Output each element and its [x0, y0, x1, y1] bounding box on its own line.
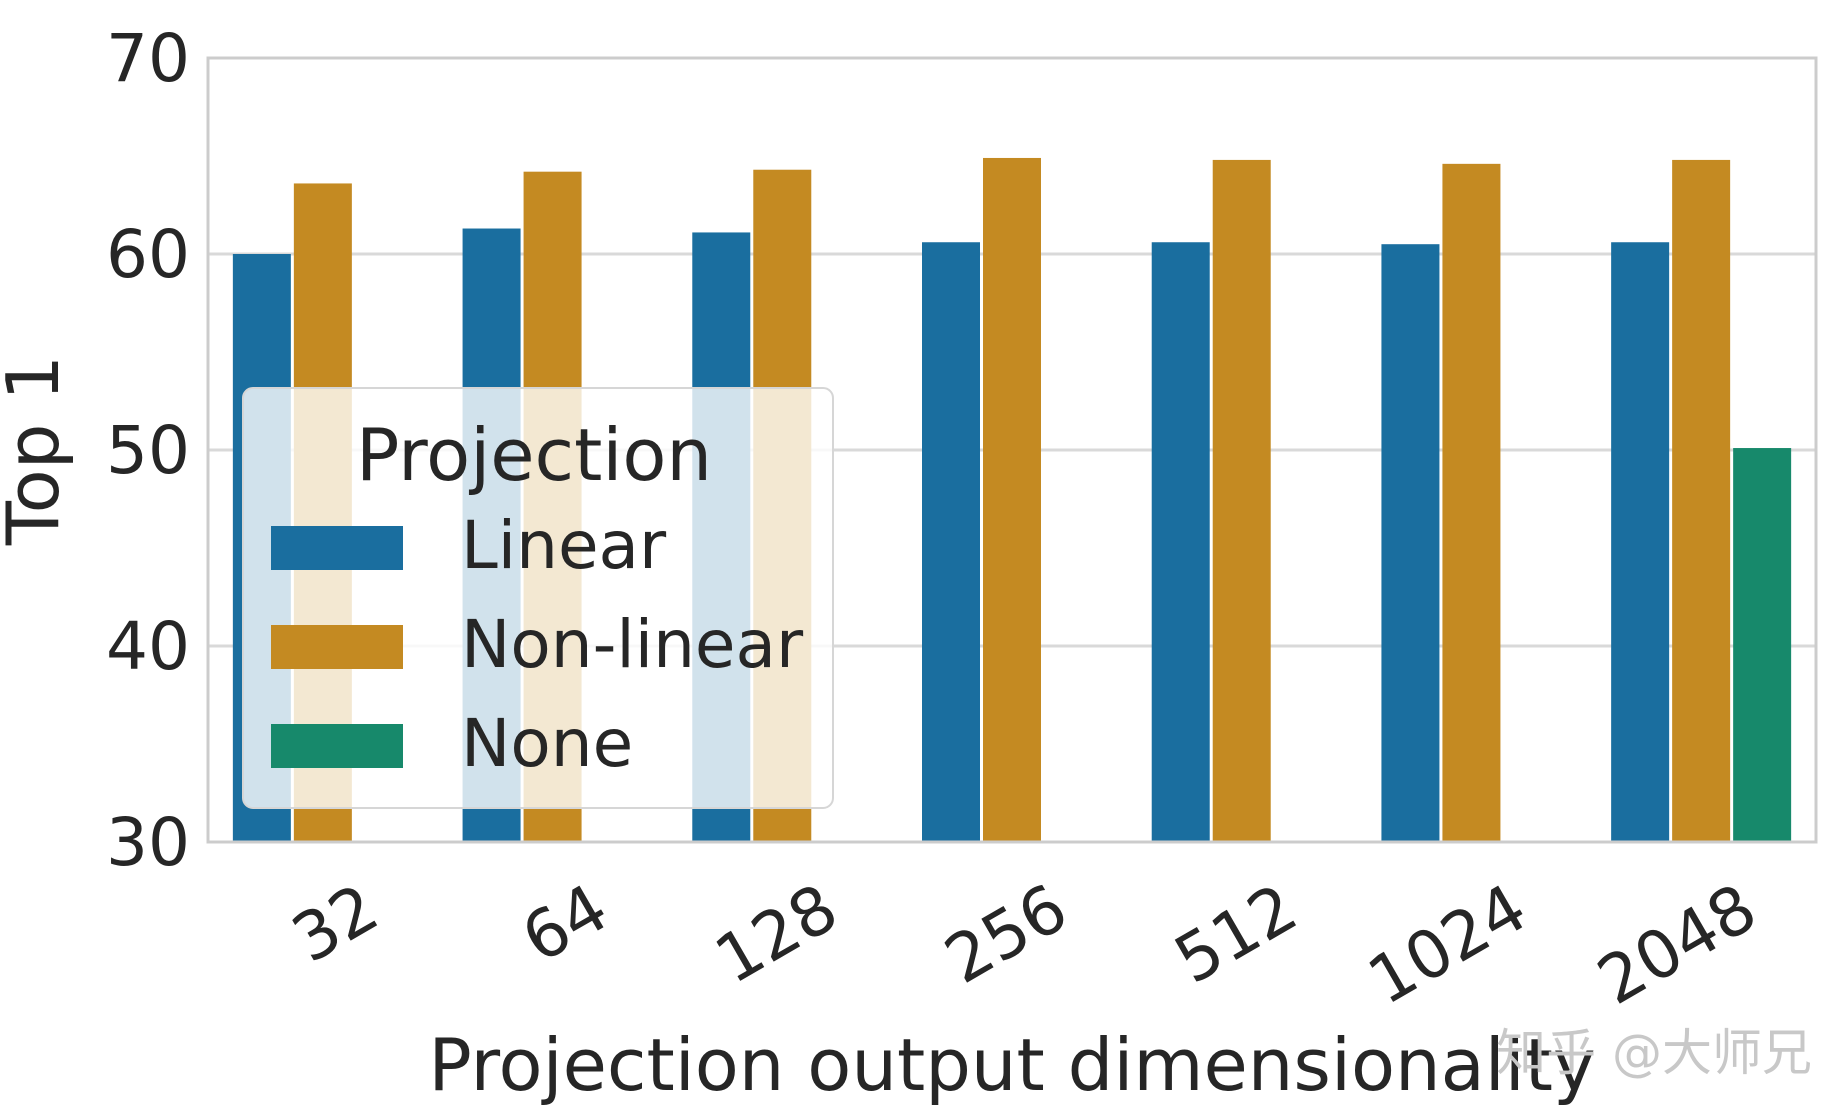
bar-linear-2048	[1611, 242, 1670, 843]
x-tick-2048: 2048	[1585, 869, 1769, 1020]
legend-swatch-non-linear	[271, 625, 403, 669]
bar-non-linear-2048	[1672, 159, 1731, 843]
plot-frame	[206, 56, 1818, 844]
y-tick-60: 60	[106, 216, 190, 293]
bar-linear-1024	[1381, 244, 1440, 842]
legend-swatch-linear	[271, 526, 403, 570]
legend: Projection Linear Non-linear None	[242, 387, 834, 809]
x-tick-labels: 32 64 128 256 512 1024 2048	[280, 869, 1770, 1020]
legend-label-linear: Linear	[461, 507, 667, 584]
x-axis-title: Projection output dimensionality	[428, 1023, 1595, 1107]
x-tick-128: 128	[703, 869, 851, 999]
y-tick-40: 40	[106, 608, 190, 685]
legend-swatch-none	[271, 724, 403, 768]
legend-title: Projection	[356, 413, 712, 497]
bar-linear-256	[922, 242, 980, 843]
x-tick-1024: 1024	[1355, 869, 1539, 1020]
bar-linear-512	[1151, 242, 1210, 843]
y-tick-labels: 30 40 50 60 70	[106, 20, 190, 881]
x-tick-32: 32	[280, 869, 391, 978]
bar-none-2048	[1733, 448, 1792, 842]
watermark-text: 知乎 @大师兄	[1496, 1024, 1812, 1082]
legend-label-none: None	[461, 705, 633, 782]
bar-non-linear-1024	[1442, 163, 1501, 843]
x-tick-256: 256	[932, 869, 1080, 999]
y-tick-70: 70	[106, 20, 190, 97]
bar-non-linear-256	[983, 157, 1041, 842]
legend-box	[242, 387, 834, 809]
x-tick-512: 512	[1162, 869, 1310, 999]
y-tick-50: 50	[106, 412, 190, 489]
x-tick-64: 64	[509, 869, 620, 978]
y-tick-30: 30	[106, 804, 190, 881]
y-axis-title: Top 1	[0, 355, 75, 546]
bar-non-linear-512	[1212, 159, 1271, 843]
legend-label-non-linear: Non-linear	[461, 606, 804, 683]
